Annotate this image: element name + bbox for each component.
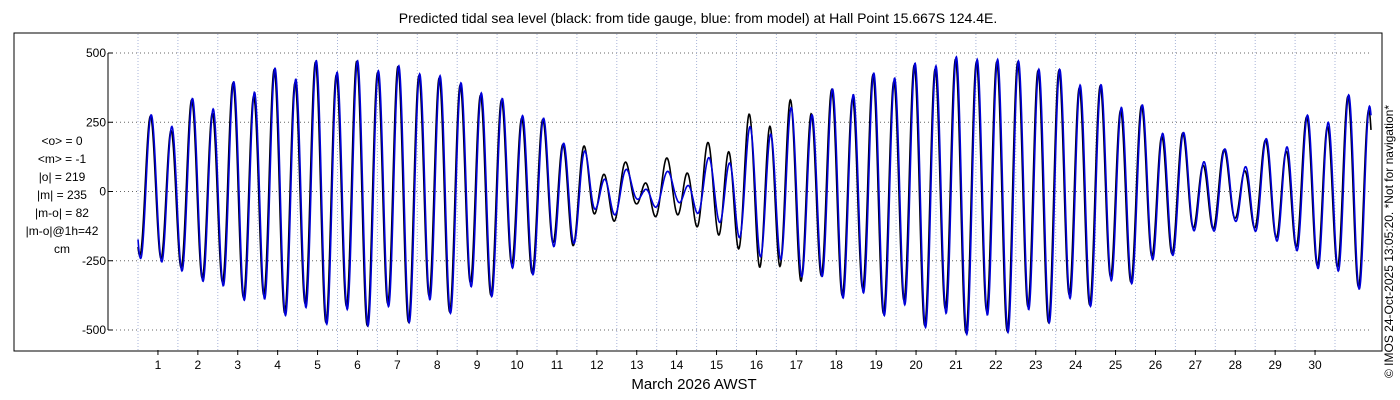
- stats-block: <o> = 0 <m> = -1 |o| = 219 |m| = 235 |m-…: [26, 134, 99, 256]
- x-tick-label: 30: [1308, 358, 1322, 372]
- x-tick-label: 8: [434, 358, 441, 372]
- stat-mean-obs: <o> = 0: [41, 134, 82, 148]
- x-tick-label: 27: [1189, 358, 1203, 372]
- x-ticks: 1 2 3 4 5 6 7 8 9 10 11 12 13 14 15 16 17 18 19 20 21 22 23 24 2…: [155, 350, 1322, 372]
- x-tick-label: 23: [1029, 358, 1043, 372]
- series-group: [137, 55, 1372, 337]
- x-tick-label: 25: [1109, 358, 1123, 372]
- x-tick-label: 15: [710, 358, 724, 372]
- y-tick-label: 0: [99, 185, 106, 199]
- x-tick-label: 18: [830, 358, 844, 372]
- x-tick-label: 3: [234, 358, 241, 372]
- x-tick-label: 4: [274, 358, 281, 372]
- y-tick-label: -500: [82, 323, 106, 337]
- x-tick-label: 13: [630, 358, 644, 372]
- x-tick-label: 21: [949, 358, 963, 372]
- y-ticks: 500 250 0 -250 -500: [82, 46, 113, 337]
- x-axis-label: March 2026 AWST: [631, 376, 756, 393]
- stat-abs-diff: |m-o| = 82: [35, 206, 89, 220]
- x-tick-label: 5: [314, 358, 321, 372]
- x-tick-label: 22: [989, 358, 1003, 372]
- x-tick-label: 29: [1268, 358, 1282, 372]
- stat-abs-diff-1h: |m-o|@1h=42: [26, 224, 99, 238]
- x-tick-label: 20: [909, 358, 923, 372]
- credit-text: © IMOS 24-Oct-2025 13:05:20. *Not for na…: [1382, 105, 1396, 378]
- stat-abs-obs: |o| = 219: [39, 170, 86, 184]
- x-tick-label: 2: [195, 358, 202, 372]
- x-tick-label: 11: [551, 358, 564, 372]
- chart-title: Predicted tidal sea level (black: from t…: [399, 10, 997, 26]
- series-line-model: [137, 55, 1372, 337]
- y-tick-label: -250: [82, 254, 106, 268]
- x-tick-label: 6: [354, 358, 361, 372]
- y-tick-label: 500: [86, 46, 106, 60]
- y-tick-label: 250: [86, 115, 106, 129]
- x-tick-label: 16: [750, 358, 764, 372]
- grid: [108, 34, 1371, 350]
- stat-mean-model: <m> = -1: [38, 152, 87, 166]
- x-tick-label: 19: [869, 358, 883, 372]
- x-tick-label: 24: [1069, 358, 1083, 372]
- x-tick-label: 9: [474, 358, 481, 372]
- x-tick-label: 28: [1229, 358, 1243, 372]
- x-tick-label: 1: [155, 358, 162, 372]
- stat-unit: cm: [54, 242, 70, 256]
- x-tick-label: 26: [1149, 358, 1163, 372]
- stat-abs-model: |m| = 235: [37, 188, 87, 202]
- x-tick-label: 10: [510, 358, 524, 372]
- x-tick-label: 12: [590, 358, 604, 372]
- x-tick-label: 7: [394, 358, 401, 372]
- x-tick-label: 14: [670, 358, 684, 372]
- x-tick-label: 17: [790, 358, 804, 372]
- plot-frame: [13, 32, 1383, 352]
